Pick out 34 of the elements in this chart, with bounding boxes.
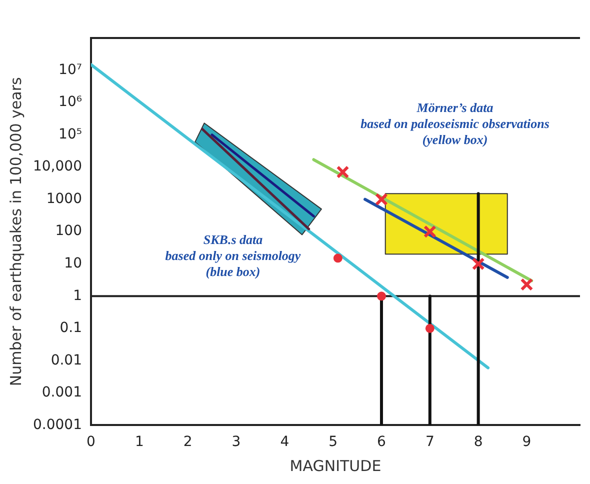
x-tick-label: 4 <box>280 434 290 450</box>
y-tick-label: 10⁵ <box>58 126 82 142</box>
y-tick-label: 1 <box>73 288 82 304</box>
y-tick-label: 100 <box>55 223 82 240</box>
point <box>376 292 386 301</box>
point <box>520 278 534 291</box>
y-tick-label: 0.0001 <box>32 416 82 433</box>
x-tick-label: 3 <box>232 434 241 450</box>
y-axis-title: Number of earthquakes in 100,000 years <box>6 76 25 386</box>
y-tick-label: 10,000 <box>32 158 82 175</box>
x-tick-label: 0 <box>86 434 96 450</box>
y-tick-label: 0.001 <box>42 384 82 401</box>
x-tick-label: 6 <box>377 434 386 450</box>
x-tick-label: 5 <box>328 434 338 450</box>
annotation: Mörner’s data based on paleoseismic observations (yellow box) <box>360 100 550 148</box>
x-axis-title: MAGNITUDE <box>290 456 382 475</box>
y-tick-label: 10 <box>64 256 82 272</box>
x-tick-label: 7 <box>425 434 434 450</box>
annotation: SKB.s data based only on seismology (blue box) <box>164 232 302 280</box>
y-tick-label: 1000 <box>46 190 82 207</box>
point <box>425 324 434 333</box>
x-tick-label: 2 <box>183 434 192 450</box>
y-tick-label: 10⁶ <box>58 94 82 110</box>
x-tick-label: 1 <box>134 434 144 450</box>
y-tick-label: 0.1 <box>60 320 82 336</box>
y-tick-label: 0.01 <box>50 352 82 368</box>
point <box>423 225 436 238</box>
x-tick-label: 9 <box>522 434 532 450</box>
point <box>472 257 485 270</box>
x-tick-label: 8 <box>474 434 483 450</box>
point <box>375 192 388 206</box>
point <box>333 254 342 263</box>
point <box>336 166 350 179</box>
y-tick-label: 10⁷ <box>58 62 82 78</box>
